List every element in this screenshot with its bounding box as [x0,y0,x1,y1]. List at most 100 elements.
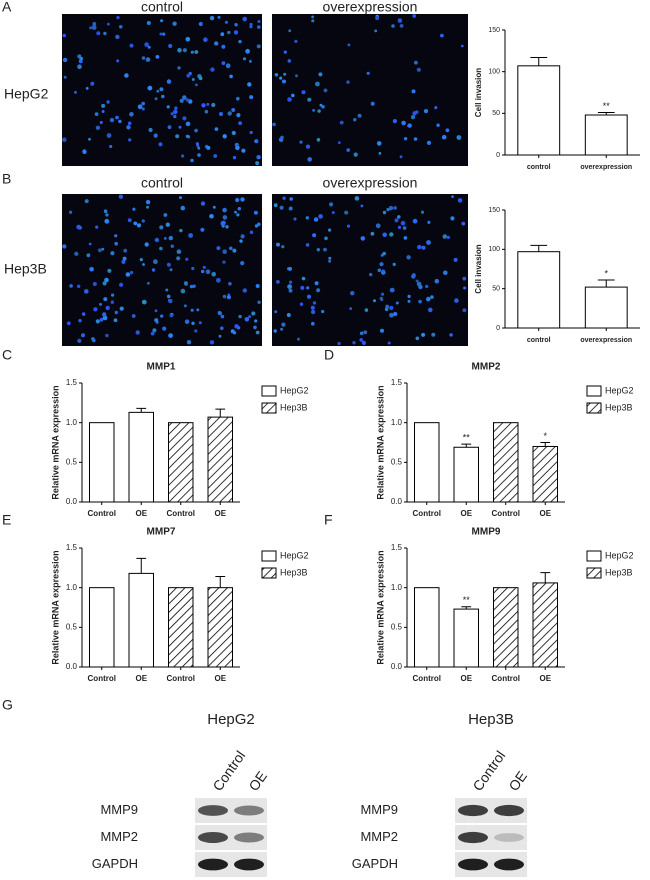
nucleus [103,209,108,213]
nucleus [381,269,386,274]
nucleus [222,260,226,264]
error-bar [461,443,472,448]
nucleus [141,101,145,106]
nucleus [146,205,149,209]
nucleus [99,317,104,322]
nucleus [442,234,448,239]
nucleus [386,208,390,212]
nucleus [382,210,387,215]
nucleus [323,88,328,93]
charts: Cell invasion 0 50 100 150 control overexpress… [50,27,640,683]
nucleus [231,108,236,112]
nucleus [384,307,389,312]
nucleus [392,119,397,124]
nucleus [450,216,455,221]
nucleus [312,108,316,112]
nucleus [299,302,304,306]
nucleus [399,24,404,28]
nucleus [249,25,253,29]
y-tick-label: 1.5 [66,543,78,552]
blot-band [234,858,264,871]
nucleus [103,31,107,36]
nucleus [328,256,332,260]
nucleus [412,218,418,224]
nucleus [230,329,235,334]
nucleus [186,340,192,345]
nucleus [353,118,357,122]
nucleus [198,21,203,27]
nucleus [191,78,195,81]
nucleus [414,60,418,65]
nucleus [415,110,419,114]
lane-label: OE [245,768,270,794]
nucleus [238,121,243,125]
nucleus [189,284,194,289]
nucleus [200,201,206,206]
nucleus [375,16,380,21]
nucleus [116,59,120,63]
nucleus [88,242,92,246]
nucleus [74,251,79,256]
row-label: HepG2 [4,86,49,102]
nucleus [276,242,280,247]
nucleus [242,57,247,61]
nucleus [235,197,240,203]
nucleus [182,48,187,53]
nucleus [105,305,110,311]
legend-label: HepG2 [605,550,634,560]
y-axis-label: Cell invasion [474,68,483,117]
significance: ** [463,595,471,605]
nucleus [214,127,219,131]
blot-title: HepG2 [207,711,255,728]
nucleus [316,138,321,142]
micrograph [62,194,262,346]
nucleus [169,268,173,272]
nucleus [81,333,85,338]
x-tick-label: OE [135,509,147,518]
nucleus [95,225,99,229]
nucleus [190,308,194,312]
nucleus [191,266,195,271]
nucleus [114,234,118,238]
nucleus [209,214,214,219]
nucleus [206,145,211,150]
nucleus [253,210,258,215]
nucleus [96,31,101,36]
blot-band [458,858,488,871]
nucleus [397,215,401,219]
nucleus [110,251,115,256]
nucleus [79,56,83,61]
nucleus [339,120,344,125]
nucleus [101,110,105,113]
nucleus [119,25,123,29]
nucleus [245,48,251,54]
nucleus [305,243,310,247]
nucleus [69,284,73,288]
nucleus [456,135,462,140]
x-tick-label: Control [88,674,116,683]
legend-label: Hep3B [280,567,308,577]
blot-band [494,858,524,871]
y-tick-label: 0.5 [66,622,78,631]
nucleus [236,96,240,101]
nucleus [170,244,174,248]
nucleus [133,221,138,226]
y-axis-label: Relative mRNA expression [50,385,60,499]
nucleus [214,41,219,46]
error-bar [597,112,615,115]
nucleus [272,122,276,127]
nucleus [316,288,321,293]
nucleus [236,213,240,217]
bar [493,587,519,668]
nucleus [291,93,295,98]
nucleus [182,95,187,100]
nucleus [162,32,166,36]
bar [207,416,233,503]
nucleus [280,327,284,331]
nucleus [361,340,366,345]
nucleus [198,76,203,81]
nucleus [225,63,231,69]
nucleus [219,112,223,116]
nucleus [234,210,237,214]
nucleus [218,334,222,338]
